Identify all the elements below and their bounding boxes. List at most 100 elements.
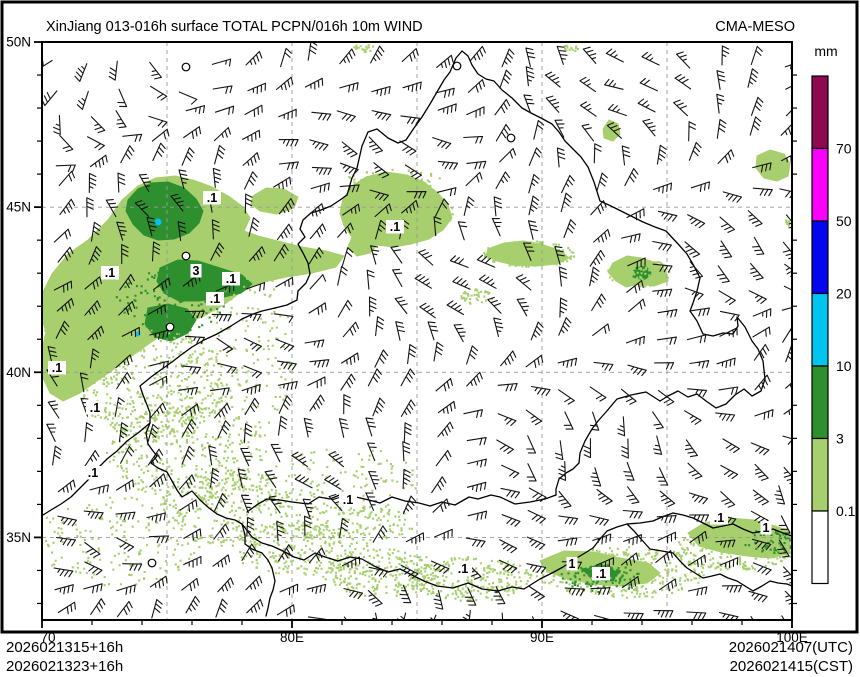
contour-label: 3 (193, 264, 200, 278)
wind-barb (74, 63, 88, 82)
wind-barb (687, 462, 703, 480)
wind-barb (721, 45, 730, 66)
wind-barb (722, 191, 743, 203)
wind-barb (210, 467, 220, 488)
wind-barb (105, 199, 119, 218)
wind-barb (530, 385, 551, 396)
wind-barb (87, 325, 105, 341)
wind-barb (716, 118, 727, 139)
wind-barb (605, 48, 624, 63)
wind-barb (434, 528, 453, 541)
wind-barb (303, 417, 314, 438)
wind-barb (478, 274, 497, 289)
wind-barb (465, 537, 486, 548)
wind-barb (56, 536, 77, 547)
wind-barb (248, 217, 260, 237)
wind-barb (84, 450, 100, 467)
wind-barb (55, 320, 70, 339)
wind-barb (516, 298, 530, 317)
wind-barb (181, 403, 200, 417)
boundary-line (626, 523, 791, 592)
wind-barb (418, 249, 434, 266)
wind-barb (545, 95, 560, 113)
wind-barb (621, 145, 631, 166)
wind-barb (626, 486, 640, 504)
wind-barb (152, 142, 166, 162)
wind-barb (499, 147, 517, 163)
wind-barb (515, 274, 532, 291)
wind-barb (212, 167, 222, 188)
wind-barb (779, 188, 791, 199)
wind-barb (530, 321, 544, 341)
wind-barb (306, 583, 327, 595)
wind-barb (400, 368, 415, 387)
wind-barb (212, 554, 231, 568)
wind-barb (432, 498, 450, 513)
wind-barb (399, 140, 417, 156)
wind-barb (57, 601, 76, 615)
wind-barb (337, 265, 348, 286)
wind-barb (641, 51, 660, 66)
wind-barb (466, 562, 482, 580)
wind-barb (495, 123, 511, 142)
wind-barb (214, 144, 226, 165)
colorbar-tick-label: 20 (836, 286, 852, 302)
wind-barb (184, 335, 205, 345)
y-tick-label: 50N (6, 35, 31, 50)
wind-barb (365, 417, 377, 437)
wind-barb (686, 611, 707, 619)
wind-barb (374, 349, 389, 368)
wind-barb (557, 357, 578, 368)
wind-barb (117, 88, 128, 108)
wind-barb (270, 443, 283, 463)
wind-barb (241, 383, 261, 395)
wind-barb (182, 273, 201, 288)
colorbar-tick-label: 0.1 (836, 503, 856, 519)
wind-barb (370, 45, 385, 64)
wind-barb (122, 563, 143, 571)
wind-barb (621, 576, 640, 590)
wind-barb (337, 299, 353, 318)
wind-barb (147, 448, 164, 466)
wind-barb (659, 578, 677, 592)
wind-barb (752, 489, 769, 506)
wind-barb (247, 82, 266, 95)
wind-barb (121, 326, 141, 338)
chart-title: XinJiang 013-016h surface TOTAL PCPN/016… (46, 19, 423, 35)
wind-barb (170, 193, 184, 212)
wind-barb (750, 45, 763, 66)
wind-barb (304, 515, 312, 536)
boundary-line (241, 523, 276, 617)
wind-barb (752, 308, 772, 318)
wind-barb (84, 422, 94, 443)
wind-barb (115, 110, 127, 129)
wind-barb (754, 463, 769, 481)
wind-barb (463, 409, 483, 419)
wind-barb (432, 137, 452, 150)
wind-barb (719, 216, 735, 233)
axes-layer: 70 80E 90E 100E 50N 45N 40N 35N (6, 35, 808, 646)
wind-barb (57, 515, 78, 527)
wind-barb (209, 387, 230, 396)
wind-barb (402, 81, 422, 93)
wind-barb (371, 85, 391, 97)
wind-barb (687, 586, 708, 597)
wind-barb (687, 388, 708, 398)
wind-barb (676, 51, 691, 69)
wind-barb (367, 442, 377, 462)
wind-barb (500, 487, 521, 499)
wind-barb (716, 70, 726, 90)
wind-barb (90, 116, 106, 134)
wind-barb (371, 110, 392, 121)
wind-barb (58, 170, 76, 187)
wind-barb (120, 445, 135, 464)
wind-barb (589, 266, 600, 287)
wind-barb (53, 228, 71, 243)
wind-barb (493, 196, 503, 217)
wind-barb (652, 263, 673, 273)
wind-barb (673, 99, 688, 117)
wind-barb (563, 411, 574, 430)
wind-barb (339, 82, 359, 93)
wind-barb (307, 616, 327, 619)
